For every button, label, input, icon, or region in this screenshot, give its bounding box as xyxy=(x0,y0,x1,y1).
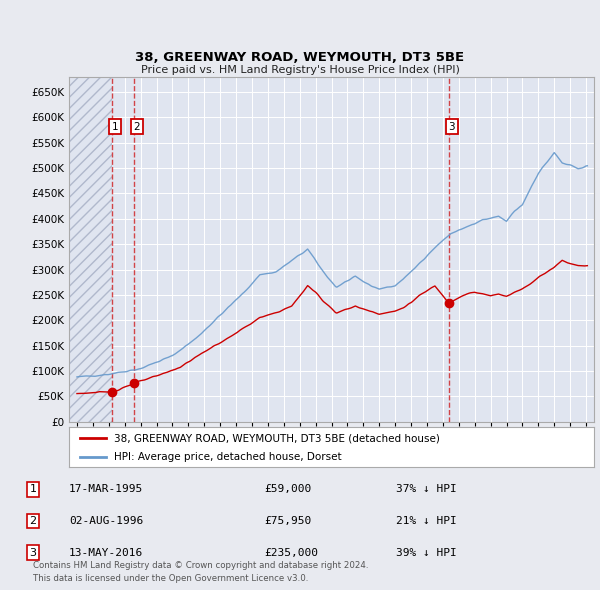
Bar xyxy=(69,77,112,422)
Text: HPI: Average price, detached house, Dorset: HPI: Average price, detached house, Dors… xyxy=(113,452,341,462)
Text: 3: 3 xyxy=(448,122,455,132)
Text: 3: 3 xyxy=(29,548,37,558)
Text: 17-MAR-1995: 17-MAR-1995 xyxy=(69,484,143,494)
Text: 2: 2 xyxy=(29,516,37,526)
Text: £75,950: £75,950 xyxy=(264,516,311,526)
Text: 02-AUG-1996: 02-AUG-1996 xyxy=(69,516,143,526)
Text: Price paid vs. HM Land Registry's House Price Index (HPI): Price paid vs. HM Land Registry's House … xyxy=(140,65,460,75)
Text: 37% ↓ HPI: 37% ↓ HPI xyxy=(396,484,457,494)
Text: £59,000: £59,000 xyxy=(264,484,311,494)
Text: Contains HM Land Registry data © Crown copyright and database right 2024.
This d: Contains HM Land Registry data © Crown c… xyxy=(33,562,368,583)
Text: 1: 1 xyxy=(112,122,118,132)
Text: 38, GREENWAY ROAD, WEYMOUTH, DT3 5BE (detached house): 38, GREENWAY ROAD, WEYMOUTH, DT3 5BE (de… xyxy=(113,434,439,444)
Text: £235,000: £235,000 xyxy=(264,548,318,558)
Text: 21% ↓ HPI: 21% ↓ HPI xyxy=(396,516,457,526)
Text: 1: 1 xyxy=(29,484,37,494)
Text: 13-MAY-2016: 13-MAY-2016 xyxy=(69,548,143,558)
Text: 39% ↓ HPI: 39% ↓ HPI xyxy=(396,548,457,558)
Text: 2: 2 xyxy=(134,122,140,132)
Text: 38, GREENWAY ROAD, WEYMOUTH, DT3 5BE: 38, GREENWAY ROAD, WEYMOUTH, DT3 5BE xyxy=(136,51,464,64)
